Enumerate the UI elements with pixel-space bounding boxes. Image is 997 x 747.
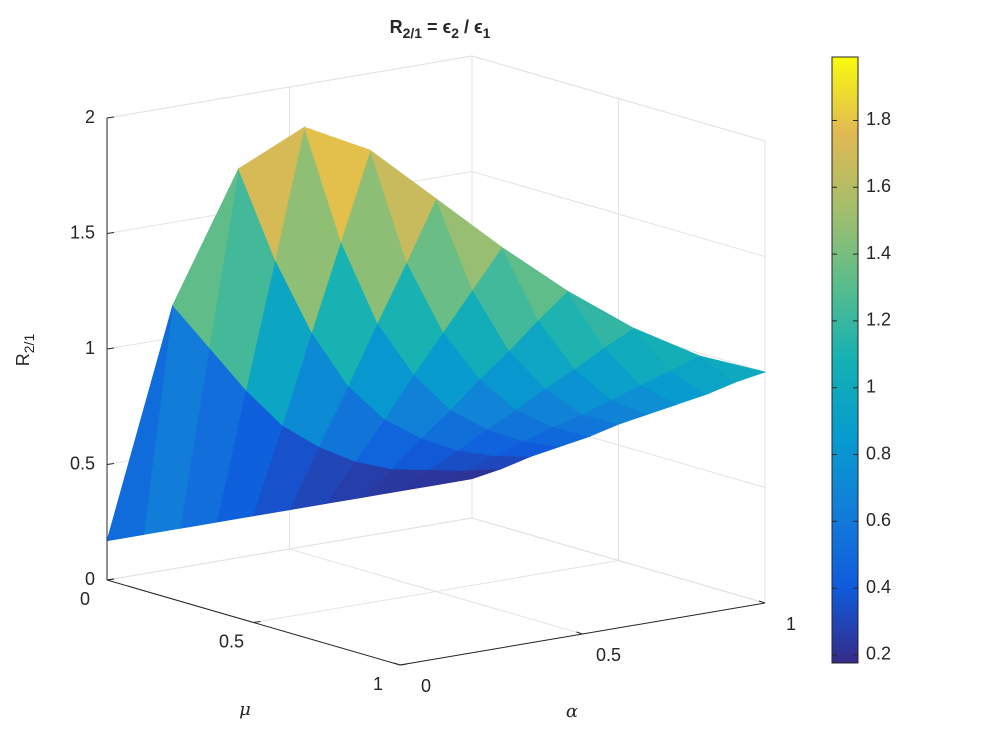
colorbar-tick-label: 1.8 (866, 109, 891, 129)
z-tick-label: 1.5 (70, 222, 95, 242)
surface-patch (238, 126, 305, 261)
surface-patch (369, 149, 437, 263)
x-tick (393, 662, 401, 666)
x-tick (758, 600, 766, 604)
y-tick-label: 0 (80, 589, 90, 609)
y-tick (106, 578, 115, 581)
z-label-text: R (13, 353, 33, 366)
x-tick-label: 0.5 (596, 645, 621, 665)
z-tick-label: 0 (85, 569, 95, 589)
x-tick-label: 0 (421, 676, 431, 696)
y-tick-label: 1 (373, 674, 383, 694)
colorbar-tick-label: 1.2 (866, 310, 891, 330)
grid-line (253, 560, 619, 623)
z-tick (106, 116, 115, 119)
y-tick (253, 621, 261, 623)
z-tick (106, 463, 115, 465)
surface-patch (172, 168, 239, 349)
title-text: R (390, 17, 403, 37)
z-axis-label: R2/1 (13, 334, 37, 367)
surface-patch (633, 327, 701, 371)
colorbar-tick-label: 0.6 (866, 510, 891, 530)
title-subscript: 2/1 (403, 25, 423, 41)
x-tick-label: 1 (786, 614, 796, 634)
z-tick-label: 1 (85, 338, 95, 358)
title-text: = ϵ (422, 17, 451, 37)
z-label-subscript: 2/1 (21, 334, 37, 354)
y-tick-label: 0.5 (219, 631, 244, 651)
surface-patch (567, 290, 635, 348)
title-subscript: 2 (451, 25, 459, 41)
title-text: / ϵ (459, 17, 483, 37)
surface (106, 125, 767, 542)
y-tick (399, 663, 408, 666)
y-axis-label: μ (239, 699, 251, 720)
surface-patch (500, 246, 569, 321)
colorbar-tick-label: 0.8 (866, 443, 891, 463)
chart-title: R2/1 = ϵ2 / ϵ1 (390, 17, 491, 41)
colorbar-tick-label: 1 (866, 376, 876, 396)
x-tick (576, 631, 583, 635)
z-tick-label: 2 (85, 107, 95, 127)
colorbar-tick-label: 1.4 (866, 243, 891, 263)
colorbar-fill (831, 56, 859, 664)
surface-patch (698, 355, 767, 383)
z-tick (106, 232, 115, 234)
x-axis-label: α (566, 701, 578, 722)
colorbar-tick-label: 0.4 (866, 577, 891, 597)
surface-patch (303, 126, 371, 243)
colorbar-tick-label: 0.2 (866, 644, 891, 664)
colorbar: 0.2 0.4 0.6 0.8 1 1.2 1.4 1.6 1.8 (831, 56, 891, 664)
z-tick (106, 347, 115, 350)
title-subscript: 1 (483, 25, 491, 41)
surface-patch (435, 197, 503, 291)
colorbar-tick-label: 1.6 (866, 176, 891, 196)
surface-patch (106, 304, 174, 542)
grid-line (106, 517, 473, 581)
z-tick-label: 0.5 (70, 453, 95, 473)
